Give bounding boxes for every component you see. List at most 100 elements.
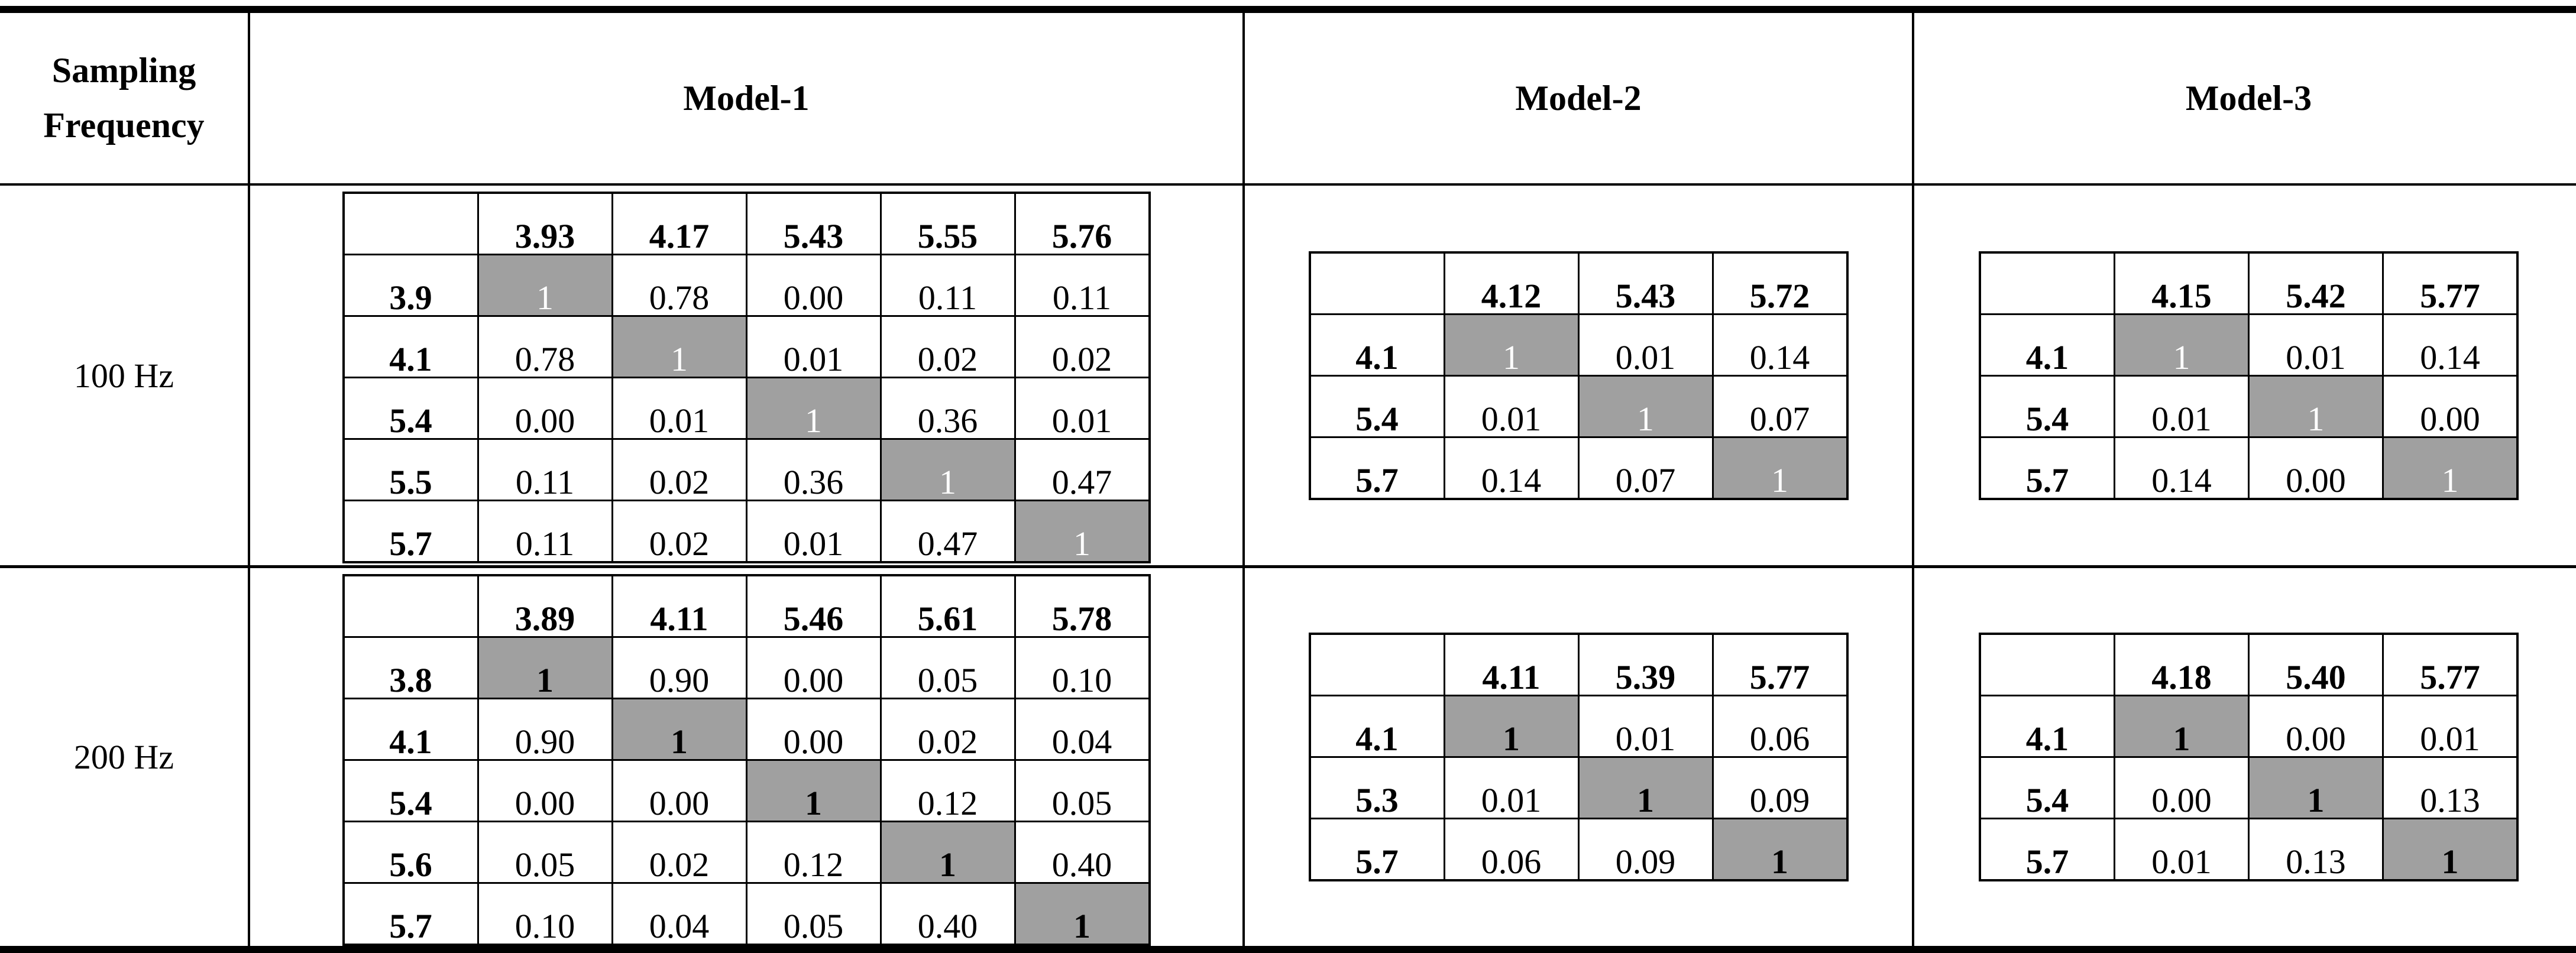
matrix-row: 5.4 0.01 1 0.07 (1309, 374, 1848, 438)
frequency-label: 200 Hz (0, 566, 250, 949)
matrix-cell: 0.01 (745, 500, 882, 563)
matrix-cell: 0.13 (2248, 818, 2384, 881)
model-header: Model-2 (1244, 9, 1914, 186)
matrix-cell: 0.05 (1014, 759, 1150, 822)
matrix-cell: 0.78 (611, 254, 747, 317)
matrix-row: 5.7 0.11 0.02 0.01 0.47 1 (342, 500, 1150, 563)
header-row: Sampling Frequency Model-1 Model-2 Model-3 (0, 9, 2576, 186)
model-cell: 3.89 4.11 5.46 5.61 5.78 3.8 1 0.90 0.00 0.05 0.10… (249, 566, 1245, 949)
matrix-cell: 1 (611, 698, 747, 761)
matrix-cell: 0.06 (1443, 818, 1580, 881)
matrix-cell: 1 (1443, 695, 1580, 758)
correlation-matrix: 3.93 4.17 5.43 5.55 5.76 3.9 1 0.78 0.00 0.11 0.11… (342, 192, 1151, 563)
matrix-row-header: 5.7 (342, 882, 479, 946)
matrix-cell: 0.14 (1711, 313, 1848, 377)
matrix-row-header: 5.4 (342, 377, 479, 440)
matrix-cell: 0.01 (611, 377, 747, 440)
matrix-corner (1309, 633, 1445, 696)
matrix-cell: 0.00 (611, 759, 747, 822)
matrix-cell: 0.01 (2114, 374, 2250, 438)
matrix-cell: 0.00 (745, 698, 882, 761)
matrix-cell: 0.07 (1711, 374, 1848, 438)
matrix-row-header: 5.7 (1309, 436, 1445, 500)
matrix-cell: 0.02 (879, 698, 1016, 761)
matrix-cell: 0.01 (1443, 374, 1580, 438)
matrix-cell: 0.01 (1443, 756, 1580, 819)
table-row: 200 Hz 3.89 4.11 5.46 5.61 5.78 3.8 1 0.90 0.00 0.… (0, 566, 2576, 949)
matrix-cell: 1 (745, 377, 882, 440)
matrix-row: 4.1 1 0.01 0.14 (1979, 313, 2519, 377)
matrix-row: 5.5 0.11 0.02 0.36 1 0.47 (342, 438, 1150, 501)
model-cell: 3.93 4.17 5.43 5.55 5.76 3.9 1 0.78 0.00 0.11 0.11… (249, 184, 1245, 568)
matrix-cell: 0.01 (2382, 695, 2519, 758)
matrix-cell: 0.01 (745, 315, 882, 378)
matrix-cell: 0.02 (879, 315, 1016, 378)
matrix-header-row: 3.93 4.17 5.43 5.55 5.76 (342, 192, 1150, 255)
matrix-column-header: 5.55 (879, 192, 1016, 255)
matrix-cell: 0.47 (879, 500, 1016, 563)
correlation-matrix: 4.11 5.39 5.77 4.1 1 0.01 0.06 5.3 0.01 1 0.09 5.7 0… (1308, 633, 1849, 881)
matrix-cell: 0.00 (477, 759, 613, 822)
matrix-cell: 1 (2248, 374, 2384, 438)
matrix-cell: 0.90 (611, 636, 747, 699)
matrix-cell: 1 (1577, 374, 1714, 438)
matrix-column-header: 4.12 (1443, 251, 1580, 315)
matrix-cell: 0.05 (879, 636, 1016, 699)
matrix-cell: 0.11 (477, 438, 613, 501)
matrix-cell: 1 (1443, 313, 1580, 377)
matrix-cell: 0.04 (1014, 698, 1150, 761)
matrix-header-row: 4.15 5.42 5.77 (1979, 251, 2519, 315)
model-cell: 4.15 5.42 5.77 4.1 1 0.01 0.14 5.4 0.01 1 0.00 5.7 0… (1913, 184, 2576, 568)
matrix-cell: 1 (1014, 500, 1150, 563)
matrix-cell: 1 (1711, 436, 1848, 500)
matrix-cell: 0.09 (1577, 818, 1714, 881)
matrix-cell: 0.13 (2382, 756, 2519, 819)
matrix-cell: 0.00 (2114, 756, 2250, 819)
matrix-row-header: 5.3 (1309, 756, 1445, 819)
matrix-row-header: 4.1 (1309, 695, 1445, 758)
matrix-column-header: 5.43 (1577, 251, 1714, 315)
matrix-cell: 1 (745, 759, 882, 822)
model-header: Model-1 (249, 9, 1245, 186)
matrix-column-header: 5.61 (879, 574, 1016, 638)
matrix-cell: 0.00 (745, 636, 882, 699)
matrix-row: 5.7 0.06 0.09 1 (1309, 818, 1848, 881)
matrix-cell: 0.02 (611, 438, 747, 501)
matrix-row-header: 3.9 (342, 254, 479, 317)
matrix-cell: 0.07 (1577, 436, 1714, 500)
matrix-cell: 0.02 (611, 821, 747, 884)
matrix-row-header: 5.4 (342, 759, 479, 822)
matrix-row: 4.1 1 0.01 0.14 (1309, 313, 1848, 377)
frequency-label: 100 Hz (0, 184, 250, 568)
matrix-cell: 0.01 (1577, 695, 1714, 758)
matrix-corner (1979, 633, 2115, 696)
matrix-row-header: 3.8 (342, 636, 479, 699)
main-table: Sampling Frequency Model-1 Model-2 Model-3 … (0, 6, 2576, 953)
matrix-cell: 0.40 (879, 882, 1016, 946)
matrix-cell: 0.00 (2248, 436, 2384, 500)
matrix-column-header: 5.39 (1577, 633, 1714, 696)
matrix-column-header: 5.77 (2382, 633, 2519, 696)
matrix-row-header: 5.7 (1309, 818, 1445, 881)
matrix-row-header: 5.6 (342, 821, 479, 884)
matrix-cell: 0.36 (879, 377, 1016, 440)
matrix-column-header: 3.89 (477, 574, 613, 638)
matrix-cell: 1 (2382, 436, 2519, 500)
matrix-cell: 0.11 (879, 254, 1016, 317)
matrix-row-header: 5.4 (1979, 374, 2115, 438)
matrix-column-header: 5.42 (2248, 251, 2384, 315)
correlation-matrix: 4.15 5.42 5.77 4.1 1 0.01 0.14 5.4 0.01 1 0.00 5.7 0… (1979, 251, 2519, 500)
matrix-cell: 0.02 (1014, 315, 1150, 378)
matrix-column-header: 4.11 (1443, 633, 1580, 696)
matrix-row: 5.7 0.14 0.00 1 (1979, 436, 2519, 500)
matrix-row-header: 4.1 (1309, 313, 1445, 377)
matrix-cell: 0.06 (1711, 695, 1848, 758)
matrix-cell: 0.10 (477, 882, 613, 946)
matrix-cell: 1 (1711, 818, 1848, 881)
matrix-cell: 0.00 (2382, 374, 2519, 438)
matrix-row-header: 5.7 (342, 500, 479, 563)
matrix-cell: 0.00 (745, 254, 882, 317)
matrix-row: 4.1 0.90 1 0.00 0.02 0.04 (342, 698, 1150, 761)
matrix-cell: 0.11 (477, 500, 613, 563)
matrix-cell: 0.09 (1711, 756, 1848, 819)
